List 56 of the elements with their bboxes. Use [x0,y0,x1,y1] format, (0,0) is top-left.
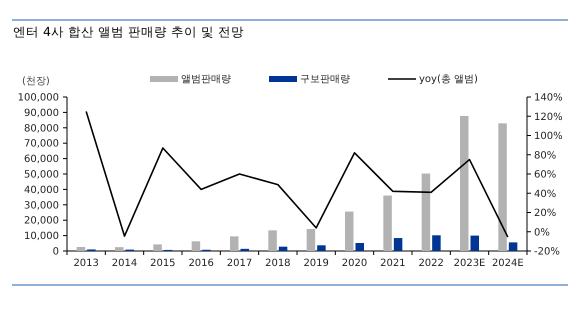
y-tick-label: 50,000 [24,170,59,180]
y2-tick-label: 100% [534,131,563,142]
y-tick-label: 20,000 [24,216,59,227]
x-tick-label: 2018 [265,258,291,269]
bar [306,228,316,251]
y2-tick-label: 80% [534,150,556,162]
bar [356,242,364,251]
bar [153,244,162,251]
y-tick-label: 100,000 [18,92,59,104]
y-tick-label: 60,000 [24,154,59,166]
bar [498,123,507,251]
bar [345,212,354,251]
bar [394,238,402,251]
bar [115,247,124,251]
bar [192,241,200,251]
x-tick-label: 2017 [226,258,252,269]
y2-tick-label: 120% [534,112,563,123]
y-tick-label: 40,000 [24,184,59,196]
y2-tick-label: -20% [534,246,560,258]
y-tick-label: 80,000 [24,123,59,134]
y2-tick-label: 140% [534,92,563,104]
bar [460,116,468,251]
y-tick-label: 30,000 [24,200,59,212]
y-tick-label: 10,000 [24,231,59,242]
x-tick-label: 2014 [112,258,138,269]
y2-tick-label: 20% [534,208,556,219]
y-axis-title: (천장) [22,76,50,87]
legend-label: yoy(총 앨범) [419,74,478,85]
x-tick-label: 2016 [188,258,214,269]
x-tick-label: 2015 [150,258,176,269]
bar [317,245,326,251]
y2-tick-label: 0% [534,227,550,238]
bar [278,246,288,251]
x-tick-label: 2020 [342,258,368,269]
bar [230,236,238,251]
bar [422,174,430,251]
chart-title: 엔터 4사 합산 앨범 판매량 추이 및 전망 [13,24,244,39]
bar [432,235,441,251]
legend-label: 앨범판매량 [181,74,231,85]
x-tick-label: 2023E [454,258,486,269]
y-tick-label: 0 [52,246,59,258]
x-tick-label: 2019 [303,258,329,269]
bar [268,230,277,251]
bar [470,236,479,251]
bar [383,196,392,251]
x-tick-label: 2013 [73,258,99,269]
x-tick-label: 2022 [418,258,444,269]
x-tick-label: 2021 [380,258,406,269]
legend-label: 구보판매량 [300,74,350,85]
y-tick-label: 70,000 [24,138,59,150]
y2-tick-label: 40% [534,188,556,200]
x-tick-label: 2024E [492,258,524,269]
bar [76,246,86,251]
y2-tick-label: 60% [534,170,556,180]
bar [508,242,518,251]
y-tick-label: 90,000 [24,108,59,119]
